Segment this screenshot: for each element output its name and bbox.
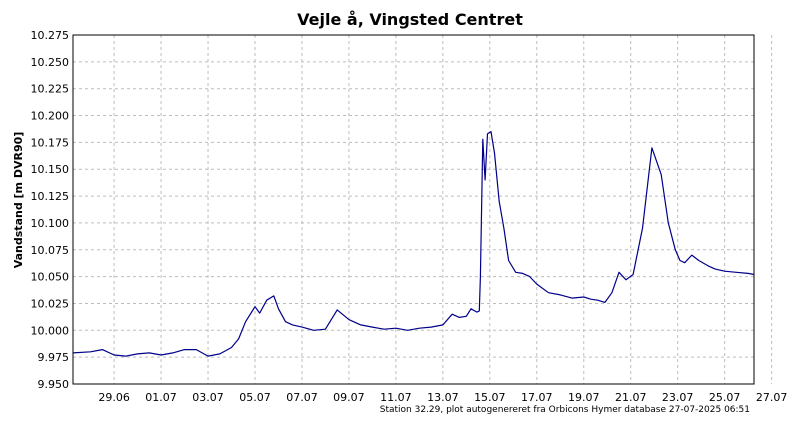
y-axis-ticks: 9.950 9.975 10.000 10.025 10.050 10.075 10.100… (31, 29, 70, 391)
plot-frame (72, 34, 755, 385)
x-tick-label: 09.07 (333, 391, 365, 404)
x-tick-label: 27.07 (756, 391, 788, 404)
x-tick-label: 15.07 (474, 391, 506, 404)
y-tick-label: 10.175 (31, 136, 70, 149)
x-tick-label: 13.07 (427, 391, 459, 404)
y-axis-label: Vandstand [m DVR90] (12, 132, 25, 269)
x-tick-label: 01.07 (145, 391, 177, 404)
gridlines (73, 34, 773, 385)
y-tick-label: 10.100 (31, 217, 70, 230)
x-tick-label: 05.07 (239, 391, 271, 404)
y-tick-label: 10.025 (31, 297, 70, 310)
y-tick-label: 10.275 (31, 29, 70, 42)
footer-note: Station 32.29, plot autogenereret fra Or… (380, 405, 750, 415)
y-tick-label: 10.200 (31, 110, 70, 123)
x-axis-ticks: 29.06 01.07 03.07 05.07 07.07 09.07 11.07 13.07… (98, 391, 787, 404)
chart-title: Vejle å, Vingsted Centret (297, 10, 523, 29)
y-tick-label: 10.075 (31, 244, 70, 257)
x-tick-label: 25.07 (709, 391, 741, 404)
y-tick-label: 10.150 (31, 163, 70, 176)
y-tick-label: 10.000 (31, 324, 70, 337)
y-tick-label: 9.950 (38, 378, 70, 391)
x-tick-label: 29.06 (98, 391, 130, 404)
x-tick-label: 19.07 (568, 391, 600, 404)
y-tick-label: 9.975 (38, 351, 70, 364)
y-tick-label: 10.050 (31, 271, 70, 284)
x-tick-label: 17.07 (521, 391, 553, 404)
series-line (72, 131, 755, 357)
x-tick-label: 21.07 (615, 391, 647, 404)
y-tick-label: 10.125 (31, 190, 70, 203)
x-tick-label: 23.07 (662, 391, 694, 404)
y-tick-label: 10.225 (31, 83, 70, 96)
x-tick-label: 07.07 (286, 391, 318, 404)
x-tick-label: 03.07 (192, 391, 224, 404)
y-tick-label: 10.250 (31, 56, 70, 69)
x-tick-label: 11.07 (380, 391, 412, 404)
